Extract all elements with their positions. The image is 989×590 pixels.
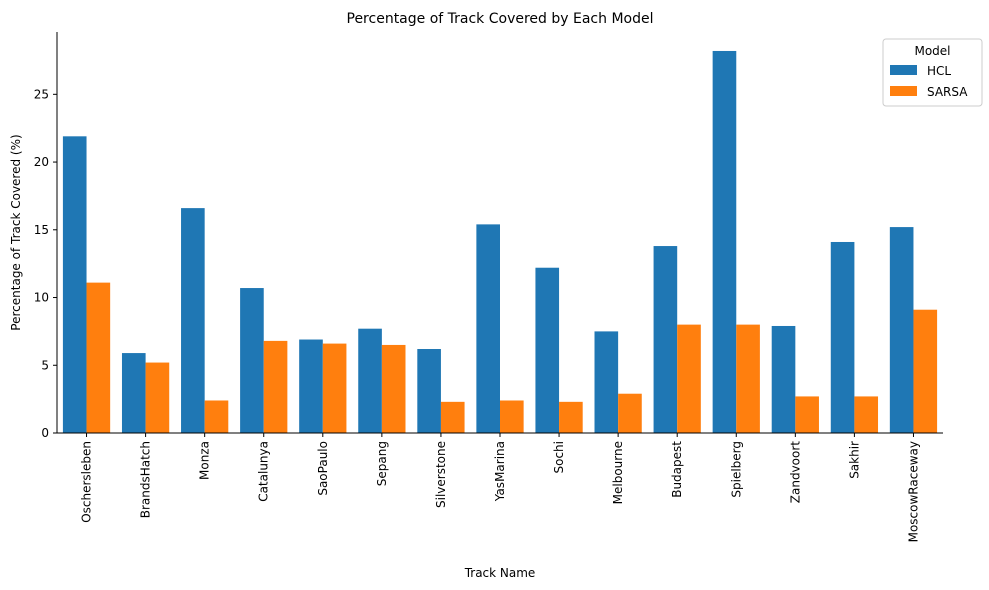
x-tick-label: Zandvoort [788, 441, 802, 504]
x-tick-label: Monza [198, 441, 212, 480]
bar-hcl-saopaulo [299, 339, 323, 433]
bar-sarsa-monza [204, 400, 229, 433]
bar-hcl-yasmarina [476, 224, 500, 433]
bar-hcl-budapest [653, 246, 678, 433]
bar-hcl-silverstone [417, 349, 441, 433]
x-tick-label: MoscowRaceway [906, 441, 920, 542]
y-tick-label: 15 [34, 223, 49, 237]
legend-title: Model [914, 44, 950, 58]
bar-sarsa-moscowraceway [913, 309, 938, 433]
legend-swatch-sarsa [890, 86, 917, 96]
x-tick-label: Oschersleben [80, 441, 94, 523]
bar-sarsa-melbourne [618, 393, 642, 433]
x-tick-label: BrandsHatch [139, 441, 153, 518]
x-tick-label: Budapest [670, 441, 684, 498]
bar-hcl-sakhir [830, 241, 855, 433]
legend-swatch-hcl [890, 65, 917, 75]
bar-hcl-zandvoort [771, 325, 796, 433]
x-tick-label: Melbourne [611, 441, 625, 504]
x-tick-label: Silverstone [434, 441, 448, 508]
bars-group [62, 50, 938, 433]
x-tick-label: Catalunya [257, 441, 271, 502]
bar-sarsa-catalunya [263, 340, 288, 433]
bar-sarsa-brandshatch [145, 362, 170, 433]
bar-sarsa-zandvoort [795, 396, 819, 433]
y-tick-label: 10 [34, 291, 49, 305]
x-tick-label: Sochi [552, 441, 566, 474]
bar-hcl-catalunya [240, 288, 264, 433]
bar-hcl-moscowraceway [889, 227, 914, 433]
bar-hcl-sochi [535, 267, 560, 433]
y-tick-label: 25 [34, 87, 49, 101]
x-axis-label: Track Name [464, 566, 536, 580]
x-tick-label: Sakhir [847, 441, 861, 479]
chart-title: Percentage of Track Covered by Each Mode… [347, 11, 654, 27]
bar-sarsa-oschersleben [86, 282, 111, 433]
x-tick-label: Sepang [375, 441, 389, 486]
legend: Model HCL SARSA [882, 38, 983, 107]
bar-sarsa-budapest [677, 324, 701, 433]
y-tick-label: 20 [34, 155, 49, 169]
bar-hcl-melbourne [594, 331, 619, 433]
bar-sarsa-sepang [381, 344, 406, 433]
bar-sarsa-sochi [559, 401, 583, 433]
legend-label-hcl: HCL [927, 64, 951, 78]
bar-sarsa-spielberg [736, 324, 760, 433]
bar-hcl-spielberg [712, 50, 737, 433]
bar-sarsa-sakhir [854, 396, 879, 433]
x-tick-label: SaoPaulo [316, 441, 330, 496]
legend-label-sarsa: SARSA [927, 85, 968, 99]
bar-hcl-oschersleben [62, 136, 87, 433]
axes-group: 0 5 10 15 20 25 Oschersleben BrandsHatch Monza Ca… [34, 32, 943, 542]
x-tick-label: Spielberg [729, 441, 743, 498]
bar-sarsa-silverstone [440, 401, 465, 433]
bar-hcl-sepang [358, 328, 382, 433]
y-tick-label: 0 [41, 426, 49, 440]
x-tick-label: YasMarina [493, 441, 507, 502]
bar-hcl-brandshatch [121, 353, 146, 433]
bar-hcl-monza [181, 208, 205, 433]
y-axis-label: Percentage of Track Covered (%) [9, 134, 23, 330]
y-tick-label: 5 [41, 358, 49, 372]
bar-sarsa-saopaulo [322, 343, 347, 433]
bar-sarsa-yasmarina [500, 400, 524, 433]
